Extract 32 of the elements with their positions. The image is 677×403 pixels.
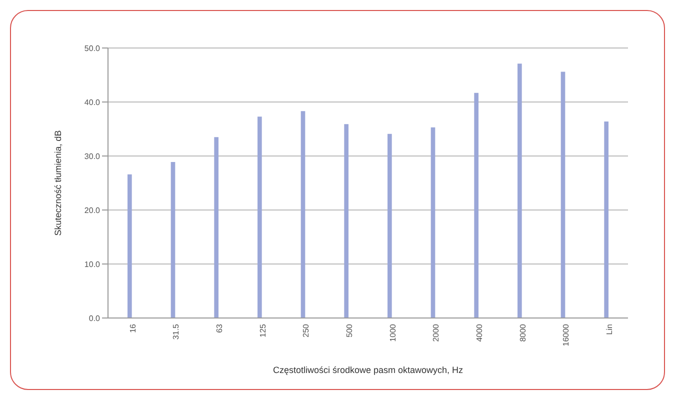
y-tick-label: 40.0: [84, 98, 101, 107]
bar: [518, 64, 522, 318]
x-tick-label: 125: [258, 323, 268, 338]
x-tick-label: 63: [215, 323, 224, 333]
x-tick-label: 31.5: [172, 323, 181, 340]
y-tick-label: 30.0: [84, 152, 101, 161]
y-tick-label: 0.0: [88, 314, 101, 323]
x-tick-label: 2000: [432, 323, 441, 342]
bar: [560, 72, 566, 318]
bar: [344, 124, 348, 318]
y-tick-label: 20.0: [84, 206, 101, 215]
bar: [430, 127, 436, 318]
bar: [474, 92, 478, 318]
bar: [214, 137, 218, 318]
x-tick-label: 4000: [475, 323, 484, 342]
y-tick-label: 10.0: [84, 260, 101, 269]
x-tick-label: Lin: [605, 324, 614, 335]
bar: [604, 121, 608, 318]
bar: [170, 162, 176, 318]
bar: [258, 116, 262, 318]
y-tick-label: 50.0: [84, 44, 101, 53]
x-tick-label: 1000: [388, 323, 398, 342]
x-axis-title: Częstotliwości środkowe pasm oktawowych, Hz: [272, 365, 464, 375]
bar: [388, 134, 392, 318]
y-axis-title: Skuteczność tłumienia, dB: [53, 130, 64, 236]
x-tick-label: 16: [128, 323, 138, 333]
bar: [300, 111, 306, 318]
x-tick-label: 8000: [518, 323, 528, 342]
x-tick-label: 16000: [562, 323, 571, 346]
x-tick-label: 500: [345, 323, 354, 338]
bar: [128, 174, 132, 318]
x-tick-label: 250: [302, 323, 311, 338]
